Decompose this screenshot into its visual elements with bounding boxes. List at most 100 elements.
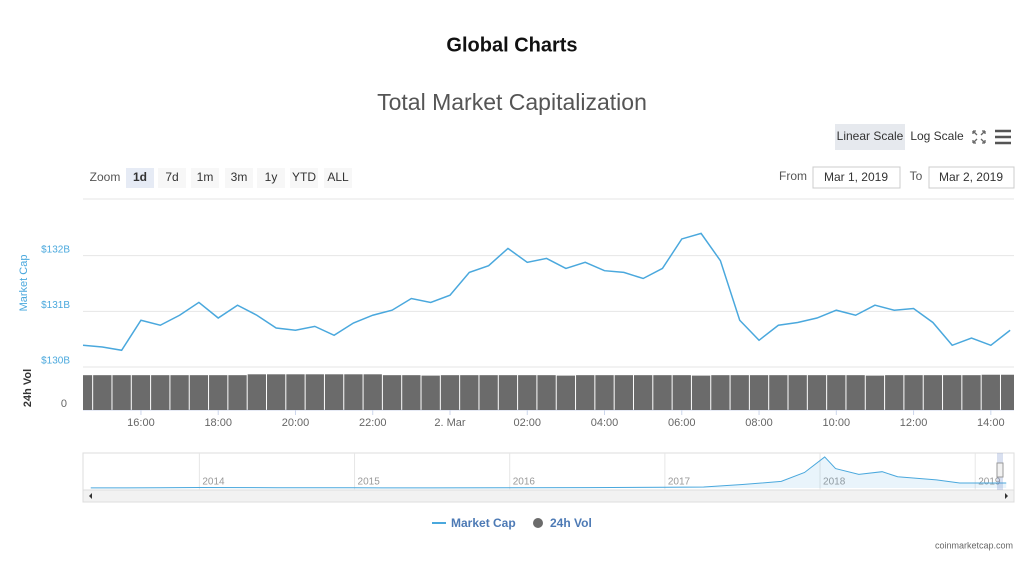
volume-bar xyxy=(421,375,440,410)
volume-bar xyxy=(286,374,305,410)
volume-bar xyxy=(112,375,131,410)
page-title: Global Charts xyxy=(446,34,577,56)
from-input[interactable] xyxy=(812,166,901,189)
y-tick-label: $131B xyxy=(41,300,70,311)
volume-bar xyxy=(344,374,363,410)
y-axis-title: Market Cap xyxy=(18,255,30,312)
to-input[interactable] xyxy=(928,166,1015,189)
to-date: Mar 2, 2019 xyxy=(939,170,1003,184)
y2-tick-label: 0 xyxy=(61,398,67,410)
x-tick-label: 02:00 xyxy=(513,417,541,429)
x-tick-label: 04:00 xyxy=(591,417,619,429)
volume-bar xyxy=(788,375,807,410)
volume-bar xyxy=(614,375,633,410)
volume-bar xyxy=(981,374,1000,410)
volume-bar xyxy=(711,375,730,410)
volume-bar xyxy=(324,374,344,410)
volume-bar xyxy=(151,375,170,410)
legend-symbol[interactable] xyxy=(533,518,543,528)
x-tick-label: 22:00 xyxy=(359,417,387,429)
x-tick-label: 18:00 xyxy=(204,417,232,429)
y2-axis-title: 24h Vol xyxy=(22,369,34,407)
volume-bar xyxy=(93,375,112,410)
volume-bar xyxy=(923,375,943,410)
navigator-tick-label: 2018 xyxy=(823,477,846,488)
zoom-button[interactable]: 1d xyxy=(133,170,147,184)
legend-label[interactable]: 24h Vol xyxy=(550,516,592,530)
fullscreen-icon[interactable] xyxy=(972,130,986,144)
volume-bar xyxy=(440,375,460,410)
y-tick-label: $130B xyxy=(41,356,70,367)
volume-bar xyxy=(846,375,865,410)
zoom-button[interactable]: YTD xyxy=(292,170,316,184)
volume-bar xyxy=(556,375,576,410)
volume-bar xyxy=(518,375,537,410)
volume-bar xyxy=(807,375,827,410)
scroll-right[interactable] xyxy=(1005,493,1008,499)
zoom-button[interactable]: 7d xyxy=(165,170,178,184)
scale-button[interactable]: Log Scale xyxy=(910,129,964,143)
volume-bar xyxy=(247,374,266,410)
volume-bar xyxy=(672,375,691,410)
volume-bar xyxy=(943,375,962,410)
volume-bar xyxy=(305,374,324,410)
scroll-left[interactable] xyxy=(89,493,92,499)
zoom-button-bg[interactable] xyxy=(257,168,285,188)
volume-bar xyxy=(769,375,788,410)
volume-bar xyxy=(170,375,189,410)
volume-bar xyxy=(904,375,923,410)
volume-bar xyxy=(595,375,614,410)
x-tick-label: 12:00 xyxy=(900,417,928,429)
volume-bar xyxy=(653,375,672,410)
volume-bar xyxy=(633,375,653,410)
menu-icon[interactable] xyxy=(995,129,1011,145)
volume-bar xyxy=(537,375,556,410)
zoom-button[interactable]: 3m xyxy=(231,170,248,184)
zoom-button-bg[interactable] xyxy=(290,168,318,188)
from-date: Mar 1, 2019 xyxy=(824,170,888,184)
navigator-tick-label: 2016 xyxy=(513,477,536,488)
volume-bar xyxy=(827,375,846,410)
volume-bar xyxy=(228,375,247,410)
volume-bar xyxy=(363,374,382,410)
zoom-button-bg[interactable] xyxy=(158,168,186,188)
volume-bar xyxy=(131,375,151,410)
scale-button-bg[interactable] xyxy=(835,124,905,150)
x-tick-label: 2. Mar xyxy=(434,417,466,429)
navigator-tick-label: 2019 xyxy=(978,477,1001,488)
x-tick-label: 06:00 xyxy=(668,417,696,429)
zoom-button[interactable]: 1m xyxy=(197,170,214,184)
scrollbar[interactable] xyxy=(82,489,1015,503)
navigator-tick-label: 2017 xyxy=(668,477,691,488)
volume-bar xyxy=(209,375,228,410)
volume-bar xyxy=(83,375,93,410)
volume-bar xyxy=(962,375,981,410)
zoom-button[interactable]: 1y xyxy=(265,170,278,184)
y-tick-label: $132B xyxy=(41,244,70,255)
volume-bar xyxy=(730,375,749,410)
zoom-button-bg[interactable] xyxy=(225,168,253,188)
legend-label[interactable]: Market Cap xyxy=(451,516,516,530)
zoom-button-bg[interactable] xyxy=(324,168,352,188)
navigator-tick-label: 2015 xyxy=(358,477,381,488)
navigator-area xyxy=(90,456,1007,488)
zoom-button-bg[interactable] xyxy=(126,168,154,188)
volume-bar xyxy=(402,375,421,410)
zoom-button[interactable]: ALL xyxy=(327,170,349,184)
volume-bar xyxy=(382,375,402,410)
volume-bar xyxy=(576,375,595,410)
navigator-tick-label: 2014 xyxy=(202,477,225,488)
volume-bar xyxy=(865,375,885,410)
volume-bar xyxy=(498,375,518,410)
volume-bar xyxy=(460,375,479,410)
scale-button[interactable]: Linear Scale xyxy=(837,129,904,143)
from-label: From xyxy=(779,169,807,183)
to-label: To xyxy=(910,169,923,183)
credit: coinmarketcap.com xyxy=(935,540,1013,550)
chart-title: Total Market Capitalization xyxy=(377,89,647,115)
x-tick-label: 10:00 xyxy=(823,417,851,429)
zoom-button-bg[interactable] xyxy=(191,168,219,188)
navigator-handle[interactable] xyxy=(996,462,1004,478)
x-tick-label: 20:00 xyxy=(282,417,310,429)
